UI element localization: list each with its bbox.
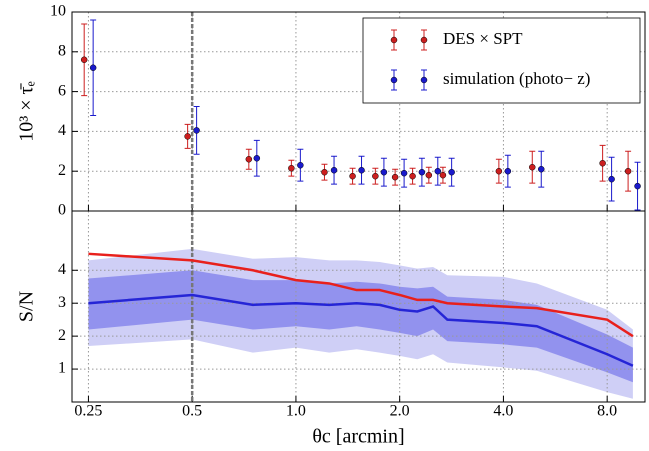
marker bbox=[358, 166, 365, 174]
x-tick-label: 8.0 bbox=[597, 403, 617, 420]
y-axis-label: S/N bbox=[16, 291, 38, 322]
plot-frame bbox=[71, 210, 646, 403]
marker bbox=[425, 171, 433, 179]
marker bbox=[434, 167, 442, 175]
y-tick-label: 2 bbox=[58, 327, 66, 344]
x-tick-label: 0.25 bbox=[74, 403, 102, 420]
y-tick-label: 8 bbox=[58, 42, 66, 59]
legend-box bbox=[362, 17, 641, 104]
marker bbox=[349, 172, 356, 180]
legend-label: simulation (photo− z) bbox=[443, 69, 590, 88]
marker bbox=[89, 64, 97, 71]
marker bbox=[418, 168, 426, 176]
marker bbox=[495, 167, 503, 175]
legend-marker bbox=[420, 36, 428, 44]
band bbox=[88, 270, 633, 383]
y-tick-label: 4 bbox=[58, 261, 66, 278]
marker bbox=[529, 163, 536, 171]
marker bbox=[80, 56, 88, 64]
marker bbox=[634, 182, 641, 190]
marker bbox=[380, 168, 388, 176]
marker bbox=[608, 175, 615, 183]
marker bbox=[193, 127, 200, 134]
y-tick-label: 10 bbox=[50, 3, 66, 20]
marker bbox=[372, 172, 379, 180]
x-tick-label: 0.5 bbox=[182, 403, 202, 420]
marker bbox=[624, 167, 632, 175]
marker bbox=[599, 159, 606, 167]
x-tick-label: 1.0 bbox=[286, 403, 306, 420]
legend-marker bbox=[420, 76, 428, 84]
y-tick-label: 3 bbox=[58, 294, 66, 311]
x-axis-label: θc [arcmin] bbox=[312, 426, 404, 448]
marker bbox=[439, 171, 447, 179]
marker bbox=[448, 168, 455, 176]
x-tick-label: 2.0 bbox=[390, 403, 410, 420]
legend-marker bbox=[390, 36, 398, 44]
marker bbox=[409, 172, 416, 180]
marker bbox=[391, 173, 399, 181]
marker bbox=[297, 161, 304, 169]
legend-label: DES × SPT bbox=[443, 29, 523, 48]
marker bbox=[321, 168, 328, 176]
marker bbox=[504, 167, 512, 175]
line bbox=[88, 293, 634, 367]
marker bbox=[538, 165, 545, 173]
marker bbox=[288, 164, 295, 172]
x-tick-label: 4.0 bbox=[493, 403, 513, 420]
legend-marker bbox=[390, 76, 398, 84]
y-tick-label: 0 bbox=[58, 202, 66, 219]
y-tick-label: 2 bbox=[58, 162, 66, 179]
marker bbox=[400, 169, 408, 177]
y-tick-label: 4 bbox=[58, 122, 66, 139]
y-tick-label: 1 bbox=[58, 360, 66, 377]
y-axis-label: 10³ × τ̄ₑ bbox=[16, 81, 38, 141]
y-tick-label: 6 bbox=[58, 82, 66, 99]
line bbox=[88, 252, 634, 338]
marker bbox=[253, 155, 261, 162]
marker bbox=[245, 156, 253, 163]
marker bbox=[184, 133, 191, 140]
marker bbox=[330, 166, 338, 174]
